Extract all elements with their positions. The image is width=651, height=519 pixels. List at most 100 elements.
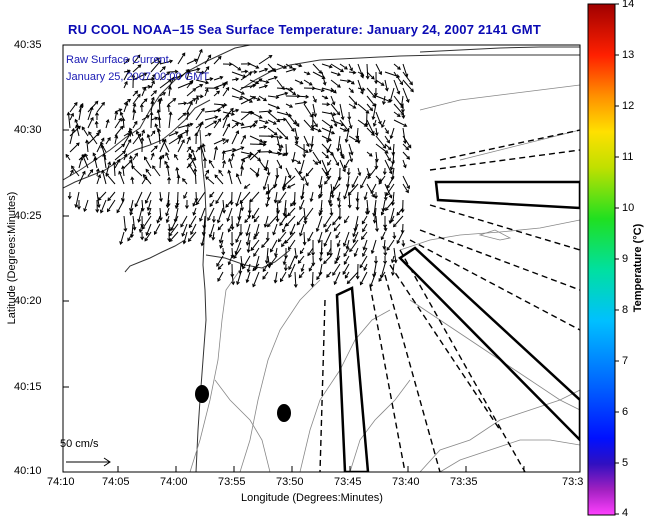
current-vector-head — [134, 152, 138, 157]
current-vector — [375, 111, 382, 125]
current-vector — [299, 271, 305, 278]
current-vector — [186, 157, 196, 169]
current-vector — [177, 134, 183, 145]
current-vector-head — [242, 134, 246, 139]
current-vector — [330, 95, 335, 105]
current-vector — [196, 191, 206, 205]
current-vector-head — [193, 58, 198, 63]
current-vector — [304, 207, 314, 220]
current-vector-head — [189, 122, 194, 127]
current-vector-head — [157, 60, 162, 64]
current-vector — [393, 71, 403, 85]
current-vector — [356, 191, 359, 202]
current-vector — [193, 207, 197, 216]
current-vector-head — [226, 123, 231, 128]
current-vector-head — [276, 105, 281, 110]
current-vector-head — [348, 125, 353, 130]
current-vector — [213, 90, 220, 97]
current-vector-head — [71, 165, 75, 170]
current-vectors — [65, 48, 414, 288]
current-vector — [94, 157, 98, 169]
colorbar-tick-label: 6 — [622, 406, 629, 418]
current-vector — [136, 131, 143, 145]
current-vector — [233, 247, 242, 259]
current-vector — [389, 207, 395, 224]
current-vector — [96, 102, 105, 113]
current-vector-head — [252, 96, 257, 100]
current-vector — [276, 127, 289, 140]
current-vector — [127, 231, 134, 241]
current-vector-head — [332, 272, 336, 276]
current-vector-head — [389, 166, 394, 171]
current-vector-head — [162, 138, 166, 143]
current-vector — [326, 143, 332, 153]
current-vector — [312, 95, 317, 103]
current-vector-head — [235, 173, 240, 178]
current-vector — [344, 271, 350, 279]
current-vector-head — [140, 236, 145, 241]
current-vector — [159, 71, 170, 81]
current-vector — [267, 127, 278, 136]
current-vector — [231, 130, 239, 145]
colorbar-tick-label: 14 — [622, 0, 635, 10]
current-vector — [222, 139, 229, 145]
current-vector-head — [209, 203, 214, 208]
current-vector-head — [387, 157, 391, 162]
current-vector — [159, 79, 172, 89]
current-vector — [325, 223, 332, 233]
current-vector — [225, 199, 233, 208]
current-vector-head — [124, 80, 128, 85]
current-vector — [258, 95, 267, 102]
current-vector-head — [298, 170, 303, 175]
current-vector-head — [116, 209, 121, 214]
current-vector-head — [146, 115, 150, 119]
current-vector — [92, 152, 98, 161]
current-vector — [354, 247, 359, 257]
current-vector — [292, 151, 296, 163]
current-vector — [105, 137, 111, 145]
current-vector-head — [101, 169, 105, 174]
current-vector — [141, 86, 151, 89]
current-vector — [363, 263, 368, 271]
current-vector — [114, 159, 121, 169]
current-vector-head — [180, 223, 184, 228]
current-vector-head — [385, 192, 390, 197]
current-vector — [321, 111, 336, 116]
current-vector — [258, 79, 269, 83]
current-vector — [303, 231, 306, 245]
current-vector — [170, 215, 179, 231]
current-vector-head — [132, 102, 137, 107]
current-vector-head — [105, 118, 110, 123]
current-vector — [366, 87, 376, 98]
current-vector — [162, 139, 170, 153]
current-vector — [222, 148, 236, 153]
current-vector — [107, 191, 116, 201]
current-vector — [249, 135, 263, 143]
current-vector — [312, 151, 321, 164]
current-vector-head — [382, 145, 387, 149]
current-vector-head — [361, 236, 365, 240]
current-vector-head — [228, 157, 232, 162]
current-vector-head — [70, 112, 74, 117]
current-vector-head — [75, 142, 80, 147]
current-vector-head — [311, 262, 316, 267]
current-vector-head — [129, 211, 134, 216]
current-vector-head — [282, 186, 286, 191]
current-vector — [384, 191, 387, 200]
current-vector-head — [320, 88, 325, 93]
current-vector — [212, 231, 215, 240]
current-vector — [166, 165, 170, 177]
current-vector — [294, 119, 300, 127]
current-vector-head — [184, 205, 189, 210]
current-vector-head — [317, 128, 322, 133]
current-vector-head — [188, 224, 193, 229]
current-vector — [87, 169, 94, 177]
current-vector — [231, 63, 241, 71]
current-vector-head — [236, 223, 240, 228]
current-vector — [150, 80, 155, 89]
current-vector — [213, 146, 217, 161]
current-vector-head — [177, 136, 182, 140]
current-vector-head — [140, 137, 145, 141]
colorbar-tick-label: 12 — [622, 100, 635, 112]
current-vector-head — [135, 130, 140, 135]
